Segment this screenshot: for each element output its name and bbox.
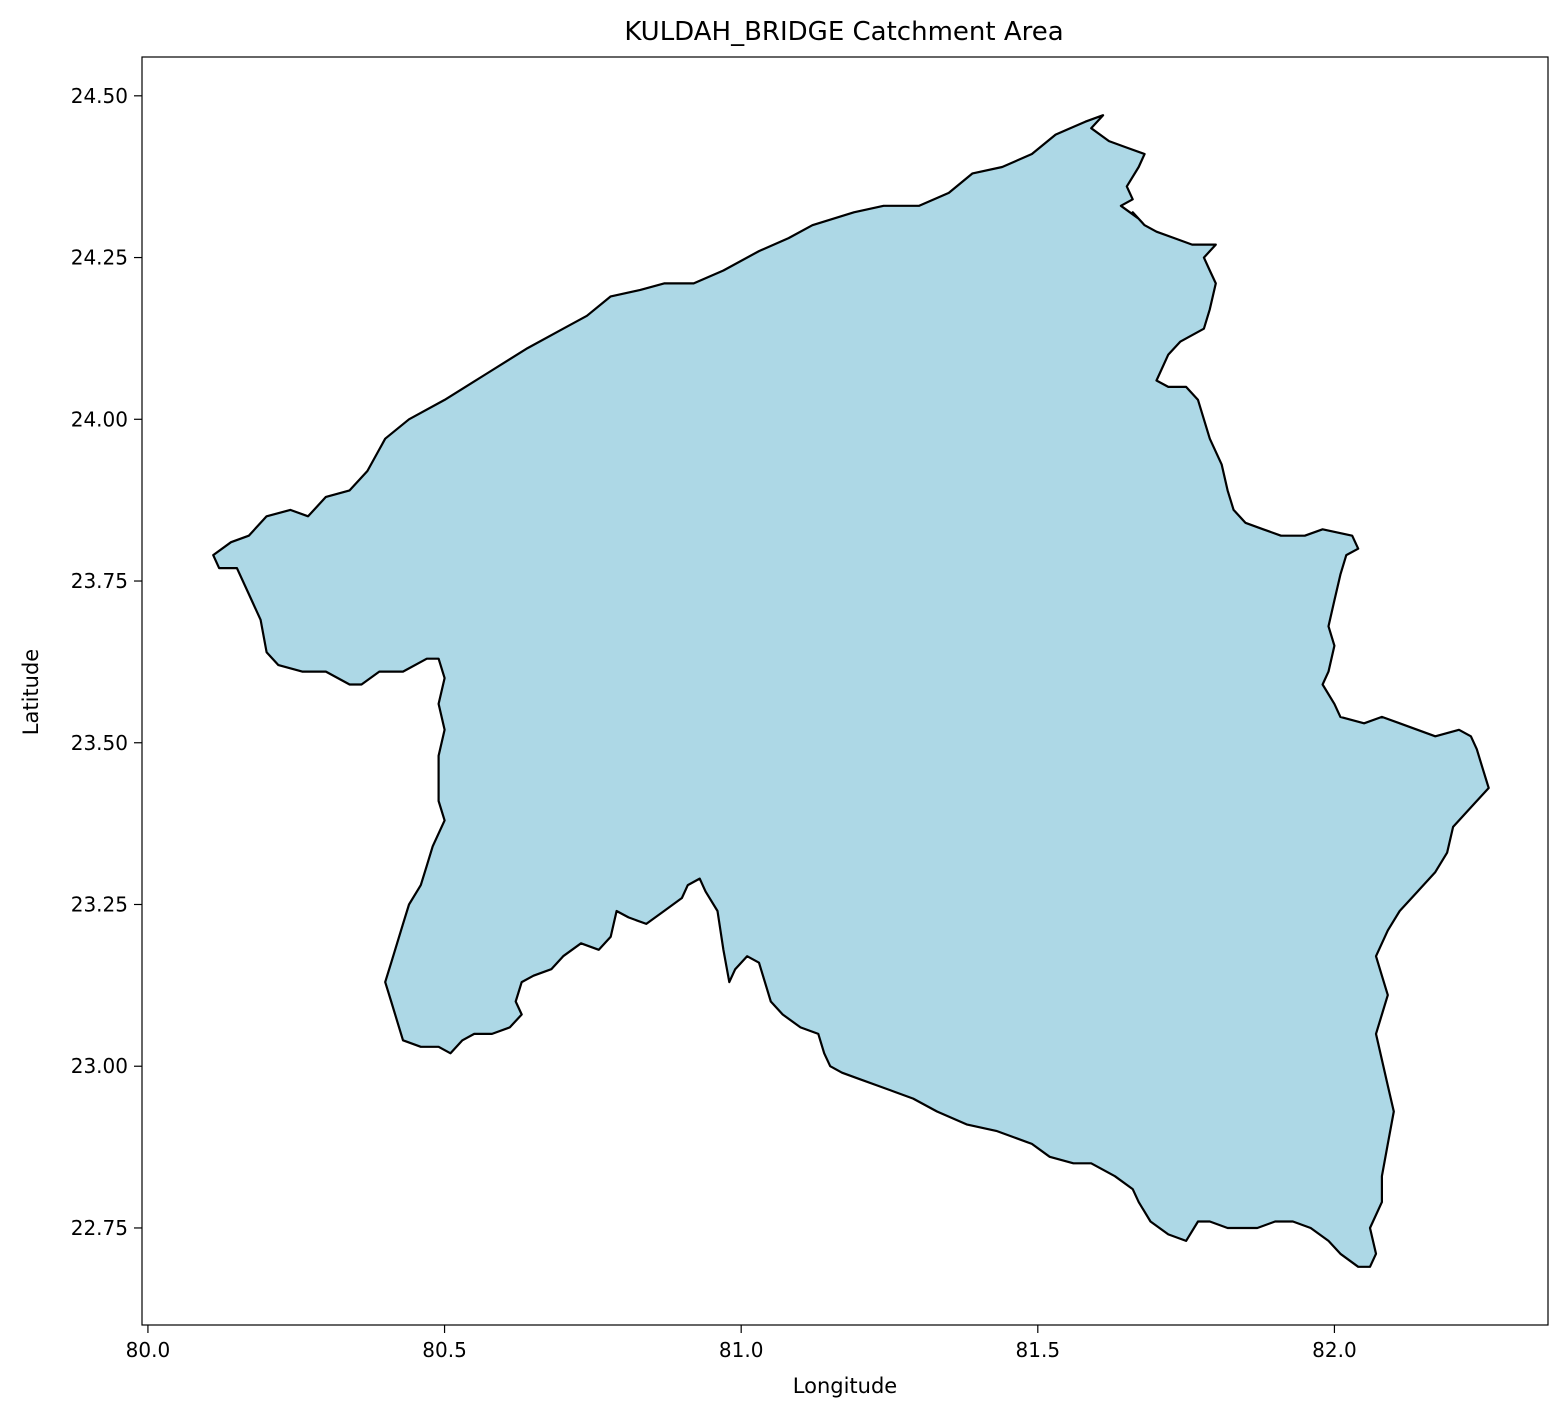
y-tick-label: 23.00 [71,1054,128,1078]
y-tick-label: 24.50 [71,84,128,108]
x-tick-label: 80.5 [422,1338,467,1362]
chart-title: KULDAH_BRIDGE Catchment Area [624,17,1063,47]
x-tick-label: 82.0 [1312,1338,1357,1362]
axes-frame [141,56,1549,1326]
x-axis-ticks: 80.0 80.5 81.0 81.5 82.0 [126,1325,1357,1362]
y-axis-label: Latitude [19,649,43,735]
y-tick-label: 23.25 [71,892,128,916]
y-axis-ticks: 22.75 23.00 23.25 23.50 23.75 24.00 24.25 24.50 [71,84,142,1240]
y-tick-label: 23.75 [71,569,128,593]
catchment-polygon [212,114,1490,1268]
y-tick-label: 24.25 [71,246,128,270]
x-axis-label: Longitude [793,1374,897,1398]
y-tick-label: 22.75 [71,1216,128,1240]
x-tick-label: 81.5 [1016,1338,1061,1362]
x-tick-label: 80.0 [126,1338,171,1362]
y-tick-label: 24.00 [71,407,128,431]
y-tick-label: 23.50 [71,731,128,755]
x-tick-label: 81.0 [719,1338,764,1362]
